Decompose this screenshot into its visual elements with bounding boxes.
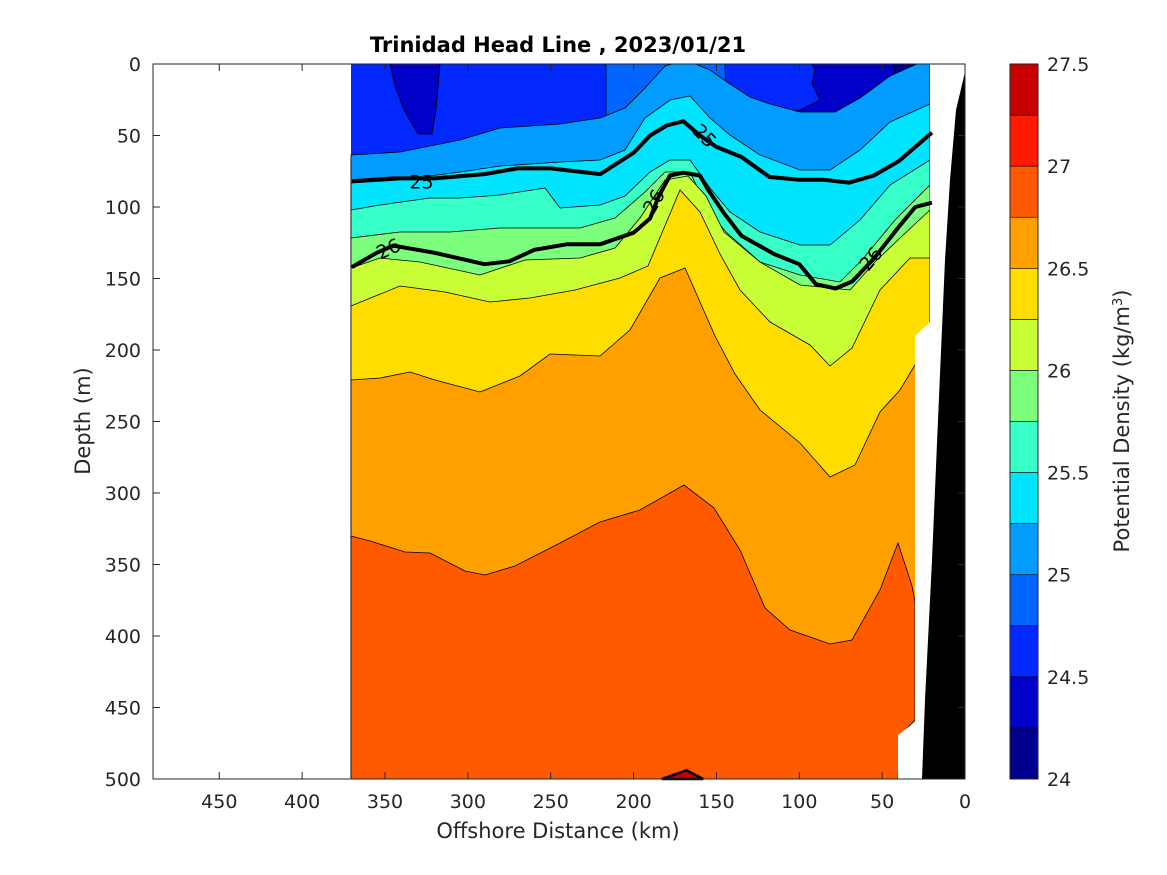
colorbar-tick-label: 27 — [1047, 156, 1071, 178]
y-tick-label: 150 — [105, 269, 141, 291]
colorbar-swatch — [1009, 421, 1039, 473]
y-tick-label: 500 — [105, 769, 141, 791]
colorbar-swatch — [1009, 523, 1039, 576]
y-tick-label: 400 — [105, 626, 141, 648]
x-tick-label: 450 — [201, 791, 237, 813]
colorbar-swatch — [1009, 370, 1039, 422]
y-tick-label: 300 — [105, 483, 141, 505]
x-axis-label: Offshore Distance (km) — [436, 819, 679, 843]
contour-label: 25 — [409, 171, 433, 193]
colorbar-label: Potential Density (kg/m3) — [1110, 290, 1134, 553]
x-tick-label: 400 — [284, 791, 320, 813]
colorbar-swatch — [1009, 267, 1039, 320]
colorbar-swatch — [1009, 216, 1039, 269]
y-tick-label: 100 — [105, 197, 141, 219]
colorbar-swatch — [1009, 727, 1039, 780]
y-tick-label: 350 — [105, 555, 141, 577]
x-tick-label: 300 — [450, 791, 486, 813]
colorbar-tick-label: 27.5 — [1047, 54, 1089, 76]
x-tick-label: 200 — [615, 791, 651, 813]
x-tick-label: 250 — [533, 791, 569, 813]
colorbar-swatch — [1009, 114, 1039, 167]
x-tick-label: 100 — [781, 791, 817, 813]
contour-label-text: 25 — [409, 171, 433, 193]
colorbar-tick-label: 25 — [1047, 565, 1071, 587]
colorbar-swatch — [1009, 676, 1039, 729]
y-tick-label: 450 — [105, 698, 141, 720]
band-24-25 — [389, 64, 441, 135]
colorbar-tick-label: 25.5 — [1047, 463, 1089, 485]
colorbar-tick-label: 26.5 — [1047, 258, 1089, 280]
y-tick-label: 0 — [129, 54, 141, 76]
bold-contour-lines — [350, 119, 934, 291]
contour-fill-area — [153, 64, 965, 779]
bathymetry-fill — [922, 72, 965, 779]
y-axis: 0 50 100 150 200 250 300 350 400 450 500 — [105, 54, 965, 791]
colorbar-swatch — [1009, 574, 1039, 627]
x-tick-label: 150 — [698, 791, 734, 813]
contour-line-26 — [350, 170, 933, 291]
x-axis: 450 400 350 300 250 200 150 100 50 0 — [201, 64, 971, 813]
colorbar-frame — [1009, 63, 1039, 780]
colorbar-ticks: 24 24.5 25 25.5 26 26.5 27 27.5 — [1047, 54, 1089, 791]
y-tick-label: 50 — [117, 126, 141, 148]
chart-title: Trinidad Head Line , 2023/01/21 — [370, 33, 746, 57]
colorbar-tick-label: 26 — [1047, 360, 1071, 382]
x-tick-label: 350 — [367, 791, 403, 813]
contour-line-25 — [351, 119, 934, 185]
colorbar — [1009, 63, 1039, 780]
colorbar-swatch — [1009, 319, 1039, 371]
y-tick-label: 250 — [105, 412, 141, 434]
y-axis-label: Depth (m) — [71, 367, 95, 474]
colorbar-swatch — [1009, 625, 1039, 678]
x-tick-label: 50 — [870, 791, 894, 813]
colorbar-swatch — [1009, 165, 1039, 218]
x-tick-label: 0 — [959, 791, 971, 813]
colorbar-swatch — [1009, 472, 1039, 524]
y-tick-label: 200 — [105, 340, 141, 362]
colorbar-swatch — [1009, 63, 1039, 116]
colorbar-tick-label: 24 — [1047, 769, 1071, 791]
colorbar-tick-label: 24.5 — [1047, 667, 1089, 689]
